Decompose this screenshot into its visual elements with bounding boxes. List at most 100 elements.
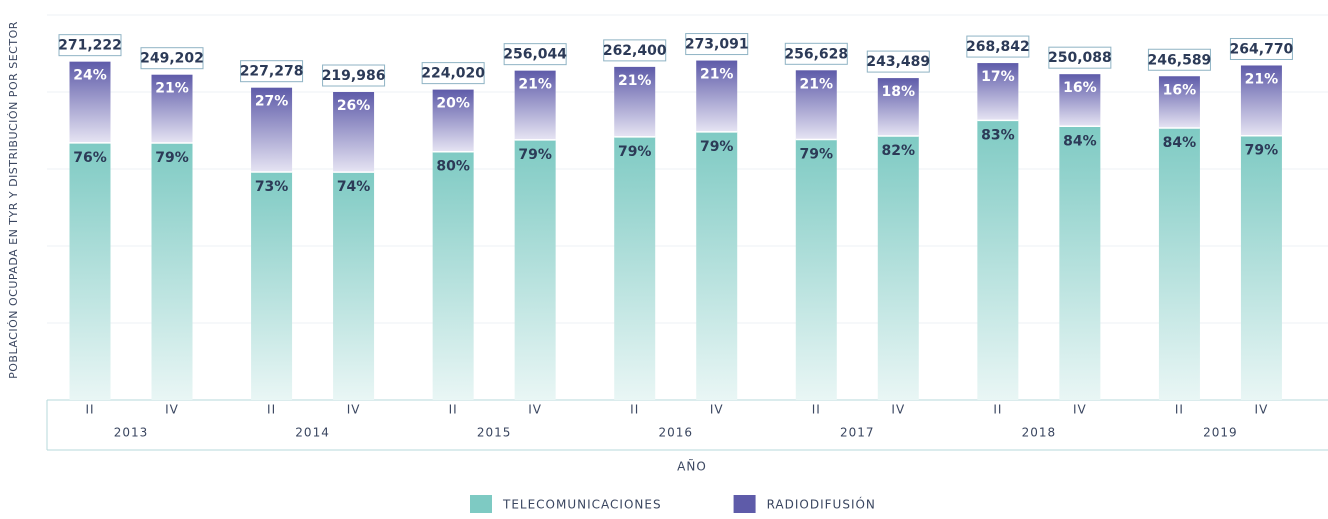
total-box [603, 39, 667, 62]
total-box [784, 42, 848, 65]
data-label: 82% [882, 143, 916, 159]
data-label: 79% [618, 144, 652, 160]
x-tick-label: II [993, 403, 1002, 417]
bar-segment [251, 172, 293, 400]
total-box [1147, 48, 1211, 71]
group-label: 2016 [658, 426, 693, 440]
data-label: 79% [700, 139, 734, 155]
bar-segment [877, 78, 919, 137]
data-label: 18% [882, 84, 916, 100]
bar-segment [795, 139, 837, 401]
x-tick-label: IV [891, 403, 905, 417]
total-box [240, 60, 304, 83]
total-label: 271,222 [58, 38, 122, 54]
data-label: 79% [800, 147, 834, 163]
legend-swatch [733, 495, 756, 513]
data-label: 26% [337, 98, 371, 114]
data-label: 79% [155, 150, 189, 166]
x-tick-label: IV [528, 403, 542, 417]
x-tick-label: II [267, 403, 276, 417]
data-label: 79% [1245, 143, 1279, 159]
group-label: 2019 [1203, 426, 1238, 440]
data-label: 80% [436, 159, 470, 175]
bar-segment [69, 142, 111, 400]
y-axis-label: POBLACIÓN OCUPADA EN TYR Y DISTRIBUCIÓN … [7, 21, 20, 379]
total-box [322, 64, 386, 87]
data-label: 84% [1063, 133, 1097, 149]
data-label: 74% [337, 179, 371, 195]
data-label: 21% [1245, 71, 1279, 87]
x-tick-label: IV [347, 403, 361, 417]
total-box [866, 50, 930, 73]
x-tick-label: IV [1255, 403, 1269, 417]
legend-swatch [470, 495, 492, 513]
x-tick-label: II [812, 403, 821, 417]
data-label: 20% [436, 96, 470, 112]
total-label: 249,202 [140, 51, 204, 67]
bar-segment [614, 136, 656, 400]
bar-segment [977, 63, 1019, 121]
total-box [140, 47, 204, 70]
total-box [58, 34, 122, 57]
bar-segment [151, 143, 193, 400]
total-label: 256,628 [784, 46, 848, 62]
data-label: 24% [73, 68, 107, 84]
x-tick-label: IV [165, 403, 179, 417]
total-label: 256,044 [503, 47, 567, 63]
bar-segment [333, 92, 375, 173]
group-label: 2013 [114, 426, 149, 440]
total-label: 227,278 [240, 64, 304, 80]
bar-segment [514, 70, 556, 140]
total-label: 246,589 [1148, 52, 1212, 68]
x-tick-label: II [1175, 403, 1184, 417]
bar-segment [432, 89, 474, 152]
data-label: 16% [1163, 82, 1197, 98]
total-label: 273,091 [685, 37, 749, 53]
data-label: 79% [518, 147, 552, 163]
group-label: 2018 [1022, 426, 1057, 440]
bar-segment [1059, 74, 1101, 127]
legend-label: TELECOMUNICACIONES [502, 498, 662, 512]
bar-segment [69, 61, 111, 143]
bar-segment [877, 136, 919, 401]
data-label: 21% [518, 77, 552, 93]
x-tick-label: IV [710, 403, 724, 417]
data-label: 17% [981, 69, 1015, 85]
x-tick-label: II [449, 403, 458, 417]
total-box [966, 35, 1030, 58]
group-label: 2015 [477, 426, 512, 440]
total-box [1229, 37, 1293, 60]
bar-segment [696, 60, 738, 132]
total-box [503, 43, 567, 66]
x-tick-label: II [85, 403, 94, 417]
data-label: 27% [255, 94, 289, 110]
bar-segment [333, 172, 375, 400]
bar-segment [1158, 76, 1200, 129]
total-label: 250,088 [1048, 50, 1112, 66]
group-label: 2014 [295, 426, 330, 440]
total-box [421, 62, 485, 85]
bar-segment [1158, 128, 1200, 400]
total-label: 219,986 [322, 68, 386, 84]
bar-segment [614, 66, 656, 137]
data-label: 21% [700, 67, 734, 83]
x-tick-label: II [630, 403, 639, 417]
bar-segment [251, 87, 293, 173]
bar-segment [1240, 135, 1282, 400]
total-box [685, 33, 749, 56]
bar-segment [1059, 126, 1101, 401]
bar-segment [696, 131, 738, 400]
data-label: 83% [981, 127, 1015, 143]
data-label: 84% [1163, 135, 1197, 151]
group-label: 2017 [840, 426, 875, 440]
bar-segment [795, 70, 837, 140]
data-label: 73% [255, 179, 289, 195]
data-label: 21% [800, 76, 834, 92]
data-label: 76% [73, 150, 107, 166]
bar-segment [1240, 65, 1282, 136]
total-label: 243,489 [866, 54, 930, 70]
total-label: 268,842 [966, 39, 1030, 55]
bar-segment [977, 120, 1019, 401]
data-label: 16% [1063, 80, 1097, 96]
